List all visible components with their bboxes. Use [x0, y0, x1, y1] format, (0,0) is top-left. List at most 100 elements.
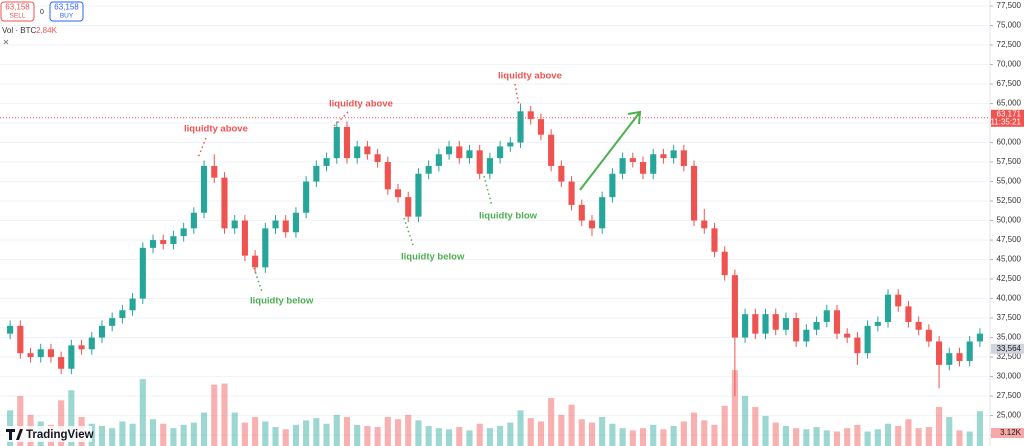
- volume-bar: [343, 417, 351, 446]
- candle-body: [752, 314, 759, 334]
- y-tick-label: 55,000: [997, 177, 1022, 186]
- candle-body: [895, 294, 902, 307]
- volume-bar: [211, 384, 218, 446]
- volume-last-label: 3.12K: [1000, 428, 1022, 437]
- volume-bar: [466, 430, 473, 446]
- volume-bar: [823, 430, 830, 446]
- volume-bar: [354, 424, 361, 446]
- candle-body: [425, 165, 432, 174]
- candle-body: [313, 165, 320, 182]
- volume-bar: [149, 419, 157, 446]
- candle-body: [874, 321, 881, 326]
- volume-bar: [252, 417, 259, 446]
- buy-price: 63,158: [54, 3, 79, 12]
- trade-buttons: 63,158 SELL 0 63,158 BUY: [0, 1, 84, 22]
- volume-bar: [599, 417, 606, 446]
- y-tick-label: 65,000: [997, 99, 1022, 108]
- volume-bar: [507, 422, 514, 446]
- y-tick-label: 35,000: [997, 333, 1022, 342]
- volume-bar: [425, 425, 432, 446]
- y-tick-label: 27,500: [997, 391, 1022, 400]
- candle-body: [497, 146, 504, 159]
- candle-body: [721, 251, 728, 276]
- volume-bar: [68, 390, 75, 446]
- candle-body: [854, 337, 861, 354]
- volume-bar: [803, 429, 810, 446]
- volume-bar: [170, 428, 177, 446]
- volume-bar: [915, 428, 922, 446]
- candle-body: [190, 212, 197, 229]
- buy-button[interactable]: [49, 1, 84, 22]
- volume-bar: [946, 417, 953, 446]
- annotation: liquidty blow: [479, 211, 538, 222]
- y-tick-label: 32,500: [997, 352, 1022, 361]
- candle-body: [813, 321, 820, 330]
- volume-bar: [303, 420, 310, 446]
- annotation: liquidty above: [498, 71, 562, 82]
- volume-bar: [139, 379, 146, 446]
- volume-bar: [527, 418, 534, 446]
- candle-body: [170, 236, 177, 244]
- candle-body: [833, 310, 841, 334]
- y-tick-label: 40,000: [997, 294, 1022, 303]
- volume-bar: [109, 428, 116, 446]
- volume-bar: [201, 412, 208, 446]
- candle-body: [915, 321, 922, 330]
- candle-body: [527, 111, 534, 120]
- volume-bar: [762, 415, 769, 446]
- volume-bar: [272, 427, 279, 446]
- volume-bar: [639, 428, 647, 446]
- logo[interactable]: TradingView: [4, 426, 94, 442]
- candle-body: [466, 150, 473, 159]
- volume-bar: [405, 414, 412, 446]
- volume-bar: [578, 419, 585, 446]
- candle-body: [241, 220, 248, 256]
- sell-button[interactable]: [0, 1, 35, 22]
- candle-body: [354, 146, 361, 159]
- candle-body: [17, 325, 24, 354]
- candle-body: [68, 345, 75, 369]
- volume-bar: [650, 424, 657, 446]
- candle-body: [252, 255, 259, 268]
- volume-bar: [282, 429, 289, 446]
- candle-body: [139, 247, 146, 299]
- candle-body: [507, 142, 514, 147]
- candle-body: [180, 228, 187, 237]
- volume-bar: [864, 431, 871, 446]
- y-tick-label: 70,000: [997, 60, 1022, 69]
- volume-bar: [854, 424, 861, 446]
- logo-mark: [6, 429, 23, 440]
- marker-price-box: [991, 343, 1024, 354]
- volume-bar: [742, 395, 749, 446]
- candle-body: [343, 126, 351, 159]
- volume-bar: [394, 419, 402, 446]
- annotation: liquidty below: [250, 296, 314, 307]
- annotation-pointer: [483, 175, 493, 207]
- candle-body: [823, 310, 830, 322]
- trend-arrow: [579, 110, 642, 191]
- candle-body: [333, 126, 340, 159]
- candle-body: [201, 165, 208, 213]
- volume-bar: [446, 429, 453, 446]
- candle-body: [364, 146, 371, 155]
- sell-label: SELL: [10, 13, 26, 20]
- y-tick-label: 47,500: [997, 235, 1022, 244]
- volume-bar: [833, 431, 841, 446]
- collapse-icon[interactable]: [3, 39, 9, 45]
- volume-bar: [936, 406, 943, 446]
- y-tick-label: 37,500: [997, 313, 1022, 322]
- candle-body: [936, 341, 943, 365]
- candle-body: [58, 357, 65, 369]
- candle-body: [109, 318, 116, 326]
- volume-bar: [793, 428, 800, 446]
- candle-body: [47, 349, 54, 358]
- candle-body: [27, 353, 34, 358]
- last-price-label: 63,171: [997, 109, 1022, 118]
- volume-bar: [680, 421, 687, 446]
- price-axis-bg: [990, 0, 1024, 446]
- volume-bar: [241, 422, 248, 446]
- volume-value: 2.84K: [36, 26, 58, 35]
- volume-label: Vol · BTC: [2, 26, 36, 35]
- volume-last-box: [991, 428, 1024, 438]
